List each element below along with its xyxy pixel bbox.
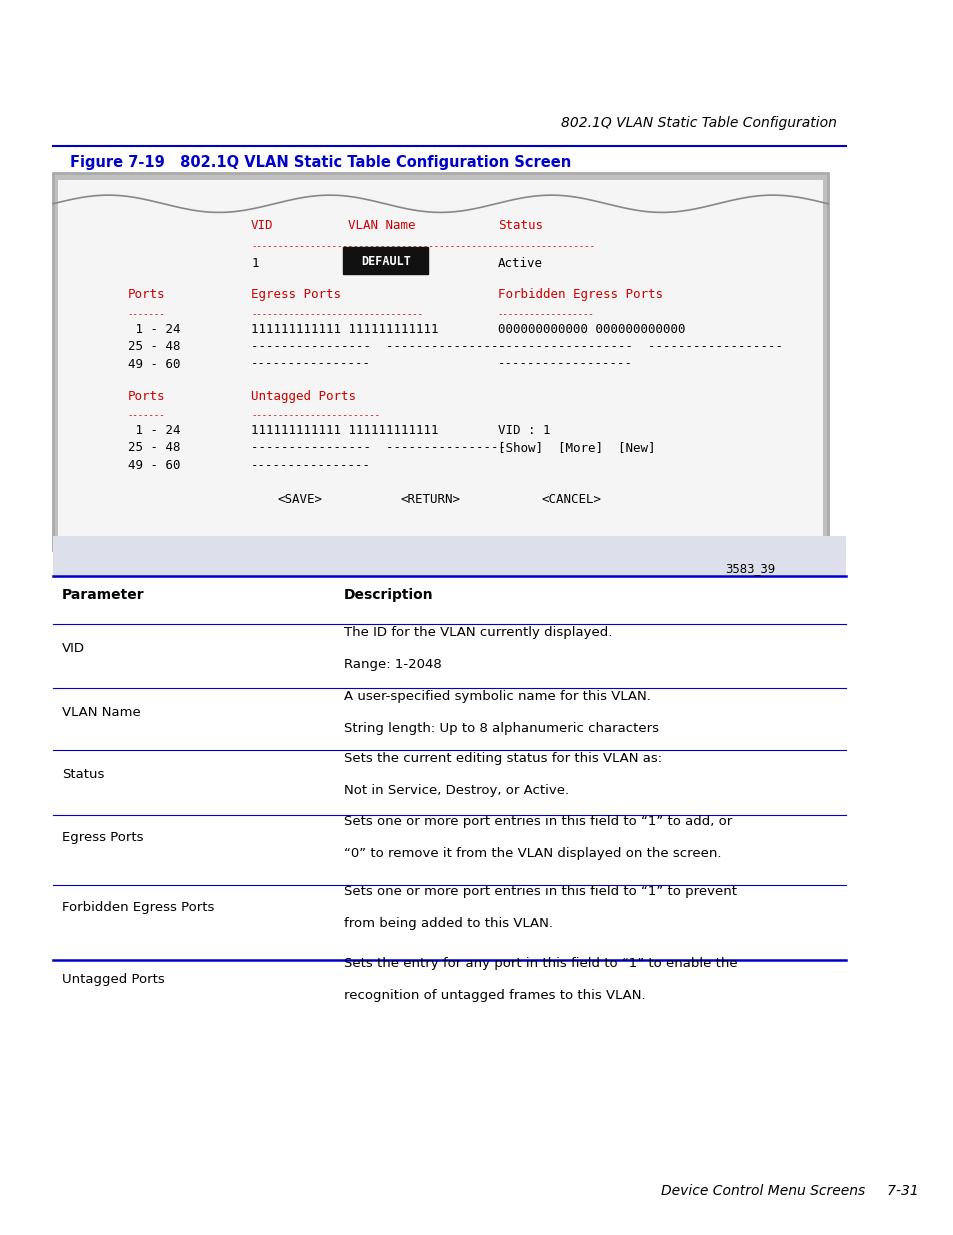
Text: Egress Ports: Egress Ports — [62, 831, 143, 844]
Text: Figure 7-19   802.1Q VLAN Static Table Configuration Screen: Figure 7-19 802.1Q VLAN Static Table Con… — [71, 156, 571, 170]
Text: Range: 1-2048: Range: 1-2048 — [343, 658, 441, 671]
Text: [Show]  [More]  [New]: [Show] [More] [New] — [497, 441, 655, 454]
Text: Description: Description — [343, 588, 433, 603]
Text: Ports: Ports — [128, 288, 165, 301]
Text: --------------------------------: -------------------------------- — [251, 310, 423, 319]
Text: ------------------: ------------------ — [497, 357, 632, 370]
Text: A user-specified symbolic name for this VLAN.: A user-specified symbolic name for this … — [343, 690, 650, 703]
FancyBboxPatch shape — [52, 173, 827, 550]
Text: 1 - 24: 1 - 24 — [128, 424, 180, 437]
Text: 3583_39: 3583_39 — [724, 562, 775, 576]
Text: Parameter: Parameter — [62, 588, 144, 603]
Text: <SAVE>: <SAVE> — [277, 493, 322, 506]
Text: Active: Active — [497, 257, 542, 270]
Text: Status: Status — [497, 219, 542, 232]
Text: 000000000000 000000000000: 000000000000 000000000000 — [497, 322, 684, 336]
Text: VID : 1: VID : 1 — [497, 424, 550, 437]
Text: VLAN Name: VLAN Name — [62, 706, 140, 719]
FancyBboxPatch shape — [52, 536, 845, 578]
Text: 111111111111 111111111111: 111111111111 111111111111 — [251, 322, 438, 336]
Text: String length: Up to 8 alphanumeric characters: String length: Up to 8 alphanumeric char… — [343, 722, 658, 735]
Text: The ID for the VLAN currently displayed.: The ID for the VLAN currently displayed. — [343, 626, 612, 638]
Text: Not in Service, Destroy, or Active.: Not in Service, Destroy, or Active. — [343, 784, 568, 797]
Text: ----------------------------------------------------------------: ----------------------------------------… — [251, 242, 595, 251]
Text: ------------------------: ------------------------ — [251, 411, 379, 420]
Text: Status: Status — [62, 768, 104, 781]
Text: VID: VID — [251, 219, 274, 232]
Text: ----------------: ---------------- — [251, 458, 371, 472]
Text: Untagged Ports: Untagged Ports — [251, 389, 355, 403]
Text: 802.1Q VLAN Static Table Configuration: 802.1Q VLAN Static Table Configuration — [560, 116, 836, 130]
Text: 49 - 60: 49 - 60 — [128, 458, 180, 472]
Text: -------: ------- — [128, 411, 165, 420]
Text: 49 - 60: 49 - 60 — [128, 357, 180, 370]
Text: 1 - 24: 1 - 24 — [128, 322, 180, 336]
Text: DEFAULT: DEFAULT — [360, 256, 411, 268]
Text: 111111111111 111111111111: 111111111111 111111111111 — [251, 424, 438, 437]
FancyBboxPatch shape — [52, 536, 845, 578]
Text: Sets the entry for any port in this field to “1” to enable the: Sets the entry for any port in this fiel… — [343, 957, 737, 969]
FancyBboxPatch shape — [58, 180, 822, 542]
Text: -------: ------- — [128, 310, 165, 319]
Text: VID: VID — [62, 642, 85, 655]
Text: <RETURN>: <RETURN> — [400, 493, 460, 506]
Text: Sets the current editing status for this VLAN as:: Sets the current editing status for this… — [343, 752, 661, 764]
Text: ----------------  ----------------: ---------------- ---------------- — [251, 441, 506, 454]
Text: Egress Ports: Egress Ports — [251, 288, 341, 301]
Text: ----------------: ---------------- — [251, 357, 371, 370]
Text: <CANCEL>: <CANCEL> — [541, 493, 601, 506]
Text: 1: 1 — [251, 257, 258, 270]
Text: from being added to this VLAN.: from being added to this VLAN. — [343, 918, 552, 930]
Text: ------------------  ------------------: ------------------ ------------------ — [497, 340, 782, 353]
FancyBboxPatch shape — [342, 247, 428, 274]
Text: 25 - 48: 25 - 48 — [128, 340, 180, 353]
Text: ------------------: ------------------ — [497, 310, 594, 319]
Text: ----------------  ----------------: ---------------- ---------------- — [251, 340, 506, 353]
Text: Forbidden Egress Ports: Forbidden Egress Ports — [497, 288, 662, 301]
Text: VLAN Name: VLAN Name — [348, 219, 416, 232]
Text: Ports: Ports — [128, 389, 165, 403]
Text: recognition of untagged frames to this VLAN.: recognition of untagged frames to this V… — [343, 989, 644, 1002]
Text: Device Control Menu Screens     7-31: Device Control Menu Screens 7-31 — [660, 1184, 918, 1198]
Text: “0” to remove it from the VLAN displayed on the screen.: “0” to remove it from the VLAN displayed… — [343, 847, 720, 860]
Text: 25 - 48: 25 - 48 — [128, 441, 180, 454]
Text: Sets one or more port entries in this field to “1” to add, or: Sets one or more port entries in this fi… — [343, 815, 731, 827]
Text: Forbidden Egress Ports: Forbidden Egress Ports — [62, 902, 213, 914]
Text: Untagged Ports: Untagged Ports — [62, 973, 164, 986]
Text: Sets one or more port entries in this field to “1” to prevent: Sets one or more port entries in this fi… — [343, 885, 736, 898]
